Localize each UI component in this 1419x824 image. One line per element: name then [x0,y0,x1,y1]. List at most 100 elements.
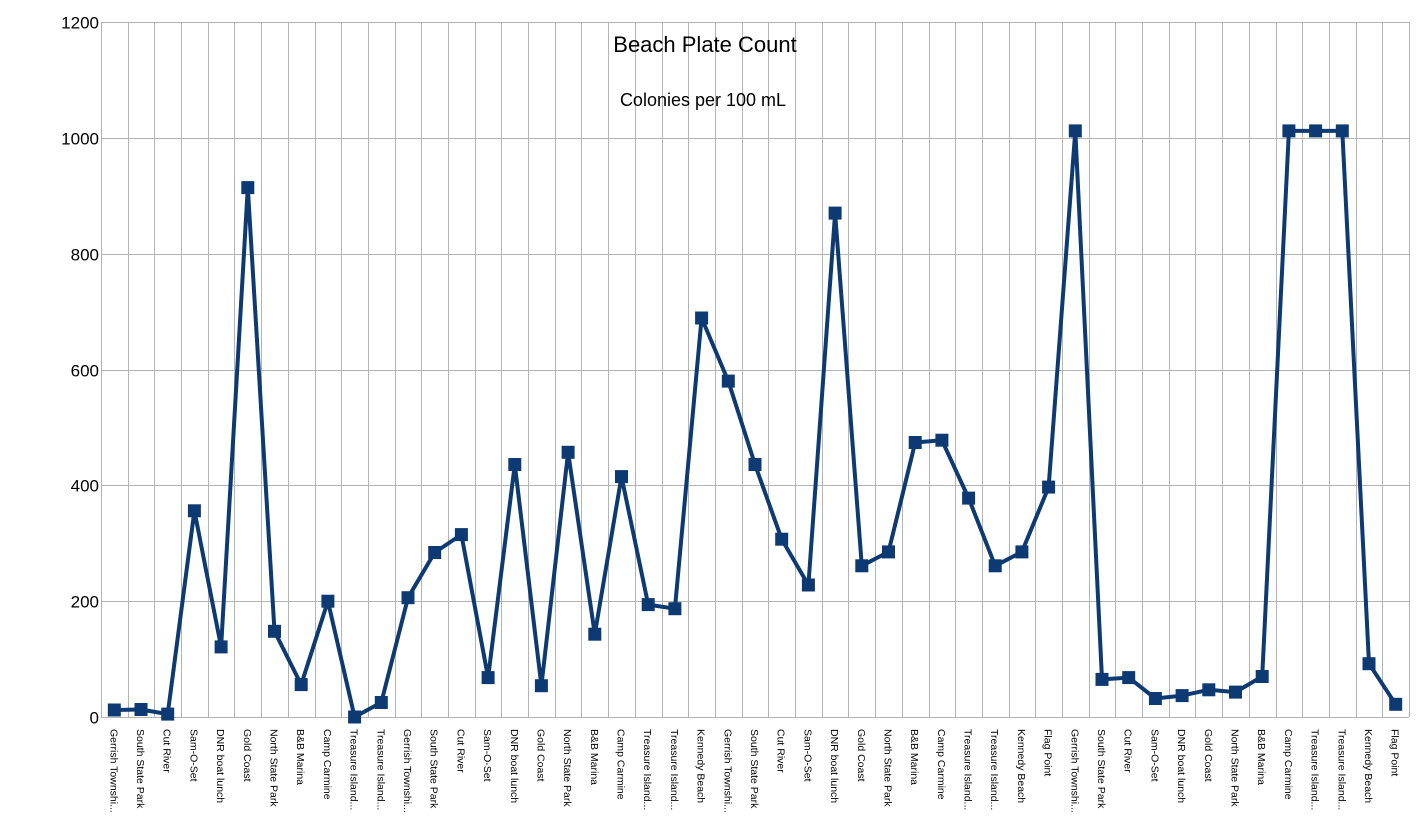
data-point [268,624,281,638]
x-tick-label: South State Park [1095,729,1107,809]
x-tick-label: Cut River [454,729,466,773]
y-tick-label: 400 [71,477,99,496]
data-point [348,710,362,724]
x-tick-label: Treasure Island... [668,729,680,810]
data-point [988,559,1002,573]
chart-subtitle: Colonies per 100 mL [620,90,786,110]
x-tick-label: Treasure Island... [988,729,1000,810]
data-point [775,532,789,546]
data-point [534,679,548,693]
y-tick-label: 1000 [61,130,99,149]
data-point [962,491,976,505]
x-tick-label: DNR boat lunch [508,729,520,803]
data-point [1335,124,1349,138]
x-tick-label: B&B Marina [588,729,600,785]
x-tick-label: B&B Marina [1255,729,1267,785]
data-point [908,436,922,449]
x-tick-label: Flag Point [1042,729,1054,776]
x-tick-label: Kennedy Beach [1015,729,1027,803]
x-tick-label: Treasure Island... [348,729,360,810]
data-point [481,671,495,685]
y-tick-label: 600 [71,362,99,381]
data-point [454,528,468,542]
x-tick-label: North State Park [268,729,280,807]
x-tick-label: Cut River [1122,729,1134,773]
y-axis-ticks: 0 200 400 600 800 1000 1200 [61,14,99,728]
series [107,124,1403,724]
data-point [321,594,335,608]
x-tick-label: South State Park [748,729,760,809]
x-tick-label: Gold Coast [534,729,546,782]
x-tick-label: Sam-O-Set [187,729,199,782]
x-tick-label: Gerrish Townshi... [1068,729,1080,813]
x-tick-label: North State Park [1229,729,1241,807]
data-point [1015,545,1029,559]
data-point [695,311,709,325]
data-point [1309,124,1323,138]
data-point [1042,480,1056,494]
x-tick-label: Treasure Island... [374,729,386,810]
data-point [1362,657,1376,671]
series-line [114,128,1398,719]
y-tick-label: 0 [90,709,99,728]
data-point [161,707,175,721]
y-tick-label: 200 [71,593,99,612]
data-point [1148,692,1162,705]
data-point [882,545,895,559]
x-tick-label: Gold Coast [1202,729,1214,782]
data-point [668,602,682,616]
x-tick-label: Gold Coast [855,729,867,782]
x-tick-label: South State Park [134,729,146,809]
y-tick-label: 800 [71,246,99,265]
data-point [1282,124,1296,138]
data-point [1068,124,1082,138]
data-point [374,696,388,709]
x-tick-label: Camp Carmine [935,729,947,800]
data-point [748,458,762,471]
data-point [1229,685,1242,699]
x-tick-label: DNR boat lunch [828,729,840,803]
x-tick-label: Gerrish Townshi... [107,729,119,813]
data-point [1389,697,1403,711]
grid [101,22,1410,718]
data-point [1255,670,1269,683]
x-tick-label: Gerrish Townshi... [721,729,733,813]
data-point [828,206,842,220]
x-tick-label: Flag Point [1389,729,1401,776]
x-tick-label: Cut River [775,729,787,773]
data-point [1122,671,1136,685]
x-tick-label: Kennedy Beach [1362,729,1374,803]
x-tick-label: Camp Carmine [615,729,627,800]
x-tick-label: North State Park [561,729,573,807]
x-tick-label: Treasure Island... [1309,729,1321,810]
data-point [214,640,228,654]
x-tick-label: Treasure Island... [641,729,653,810]
x-tick-label: Treasure Island... [1335,729,1347,810]
data-point [107,703,121,717]
chart-title: Beach Plate Count [613,32,796,57]
data-point [294,678,308,692]
data-point [801,578,815,592]
x-tick-label: South State Park [428,729,440,809]
x-tick-label: Kennedy Beach [695,729,707,803]
data-point [134,703,148,716]
x-tick-label: Sam-O-Set [801,729,813,782]
data-point [721,374,735,388]
x-tick-label: Gold Coast [241,729,253,782]
data-point [241,181,255,195]
x-tick-label: B&B Marina [294,729,306,785]
data-point [401,591,415,605]
y-tick-label: 1200 [61,14,99,33]
data-point [855,559,869,573]
data-point [1175,689,1189,703]
x-tick-label: Gerrish Townshi... [401,729,413,813]
data-point [935,433,949,447]
x-tick-label: Camp Carmine [321,729,333,800]
data-point [1095,672,1109,686]
x-tick-label: DNR boat lunch [1175,729,1187,803]
x-tick-label: B&B Marina [908,729,920,785]
data-point [561,445,575,459]
x-tick-label: Cut River [161,729,173,773]
data-point [428,546,442,559]
